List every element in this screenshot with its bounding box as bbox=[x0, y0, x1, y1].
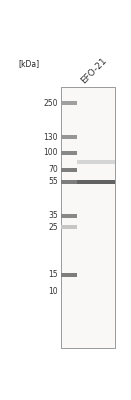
Text: [kDa]: [kDa] bbox=[18, 59, 40, 68]
Text: 130: 130 bbox=[43, 133, 58, 142]
Text: 70: 70 bbox=[48, 165, 58, 174]
Text: 15: 15 bbox=[48, 270, 58, 280]
Text: 35: 35 bbox=[48, 211, 58, 220]
Bar bbox=[61, 168, 77, 172]
Bar bbox=[61, 102, 77, 106]
Text: 55: 55 bbox=[48, 178, 58, 186]
Bar bbox=[77, 180, 115, 184]
Text: 250: 250 bbox=[43, 99, 58, 108]
Text: 25: 25 bbox=[48, 223, 58, 232]
Bar bbox=[61, 180, 77, 184]
Bar bbox=[61, 214, 77, 218]
Bar bbox=[61, 273, 77, 277]
Bar bbox=[61, 135, 77, 139]
Text: 10: 10 bbox=[48, 288, 58, 296]
Bar bbox=[61, 151, 77, 155]
Text: 100: 100 bbox=[43, 148, 58, 157]
Bar bbox=[61, 86, 115, 348]
Text: EFO-21: EFO-21 bbox=[80, 56, 109, 85]
Bar bbox=[77, 160, 115, 164]
Bar bbox=[61, 225, 77, 229]
